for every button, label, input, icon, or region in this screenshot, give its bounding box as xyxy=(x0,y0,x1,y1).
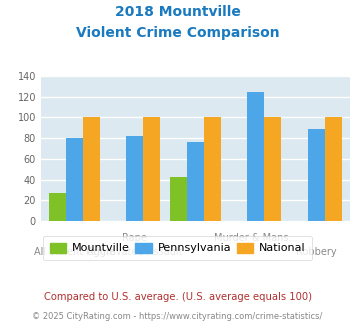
Bar xyxy=(126,136,143,221)
Bar xyxy=(325,117,342,221)
Text: Rape: Rape xyxy=(122,233,147,243)
Bar xyxy=(264,117,281,221)
Bar xyxy=(187,142,204,221)
Text: Robbery: Robbery xyxy=(296,247,337,257)
Text: Compared to U.S. average. (U.S. average equals 100): Compared to U.S. average. (U.S. average … xyxy=(44,292,311,302)
Bar xyxy=(308,129,325,221)
Bar xyxy=(204,117,221,221)
Bar xyxy=(247,92,264,221)
Text: 2018 Mountville: 2018 Mountville xyxy=(115,5,240,19)
Text: Murder & Mans...: Murder & Mans... xyxy=(214,233,297,243)
Text: © 2025 CityRating.com - https://www.cityrating.com/crime-statistics/: © 2025 CityRating.com - https://www.city… xyxy=(32,312,323,321)
Bar xyxy=(66,138,83,221)
Text: All Violent Crime: All Violent Crime xyxy=(33,247,115,257)
Bar xyxy=(170,177,187,221)
Legend: Mountville, Pennsylvania, National: Mountville, Pennsylvania, National xyxy=(43,236,312,260)
Bar xyxy=(49,193,66,221)
Text: Violent Crime Comparison: Violent Crime Comparison xyxy=(76,26,279,40)
Bar xyxy=(83,117,99,221)
Text: Aggravated Assault: Aggravated Assault xyxy=(87,247,182,257)
Bar xyxy=(143,117,160,221)
